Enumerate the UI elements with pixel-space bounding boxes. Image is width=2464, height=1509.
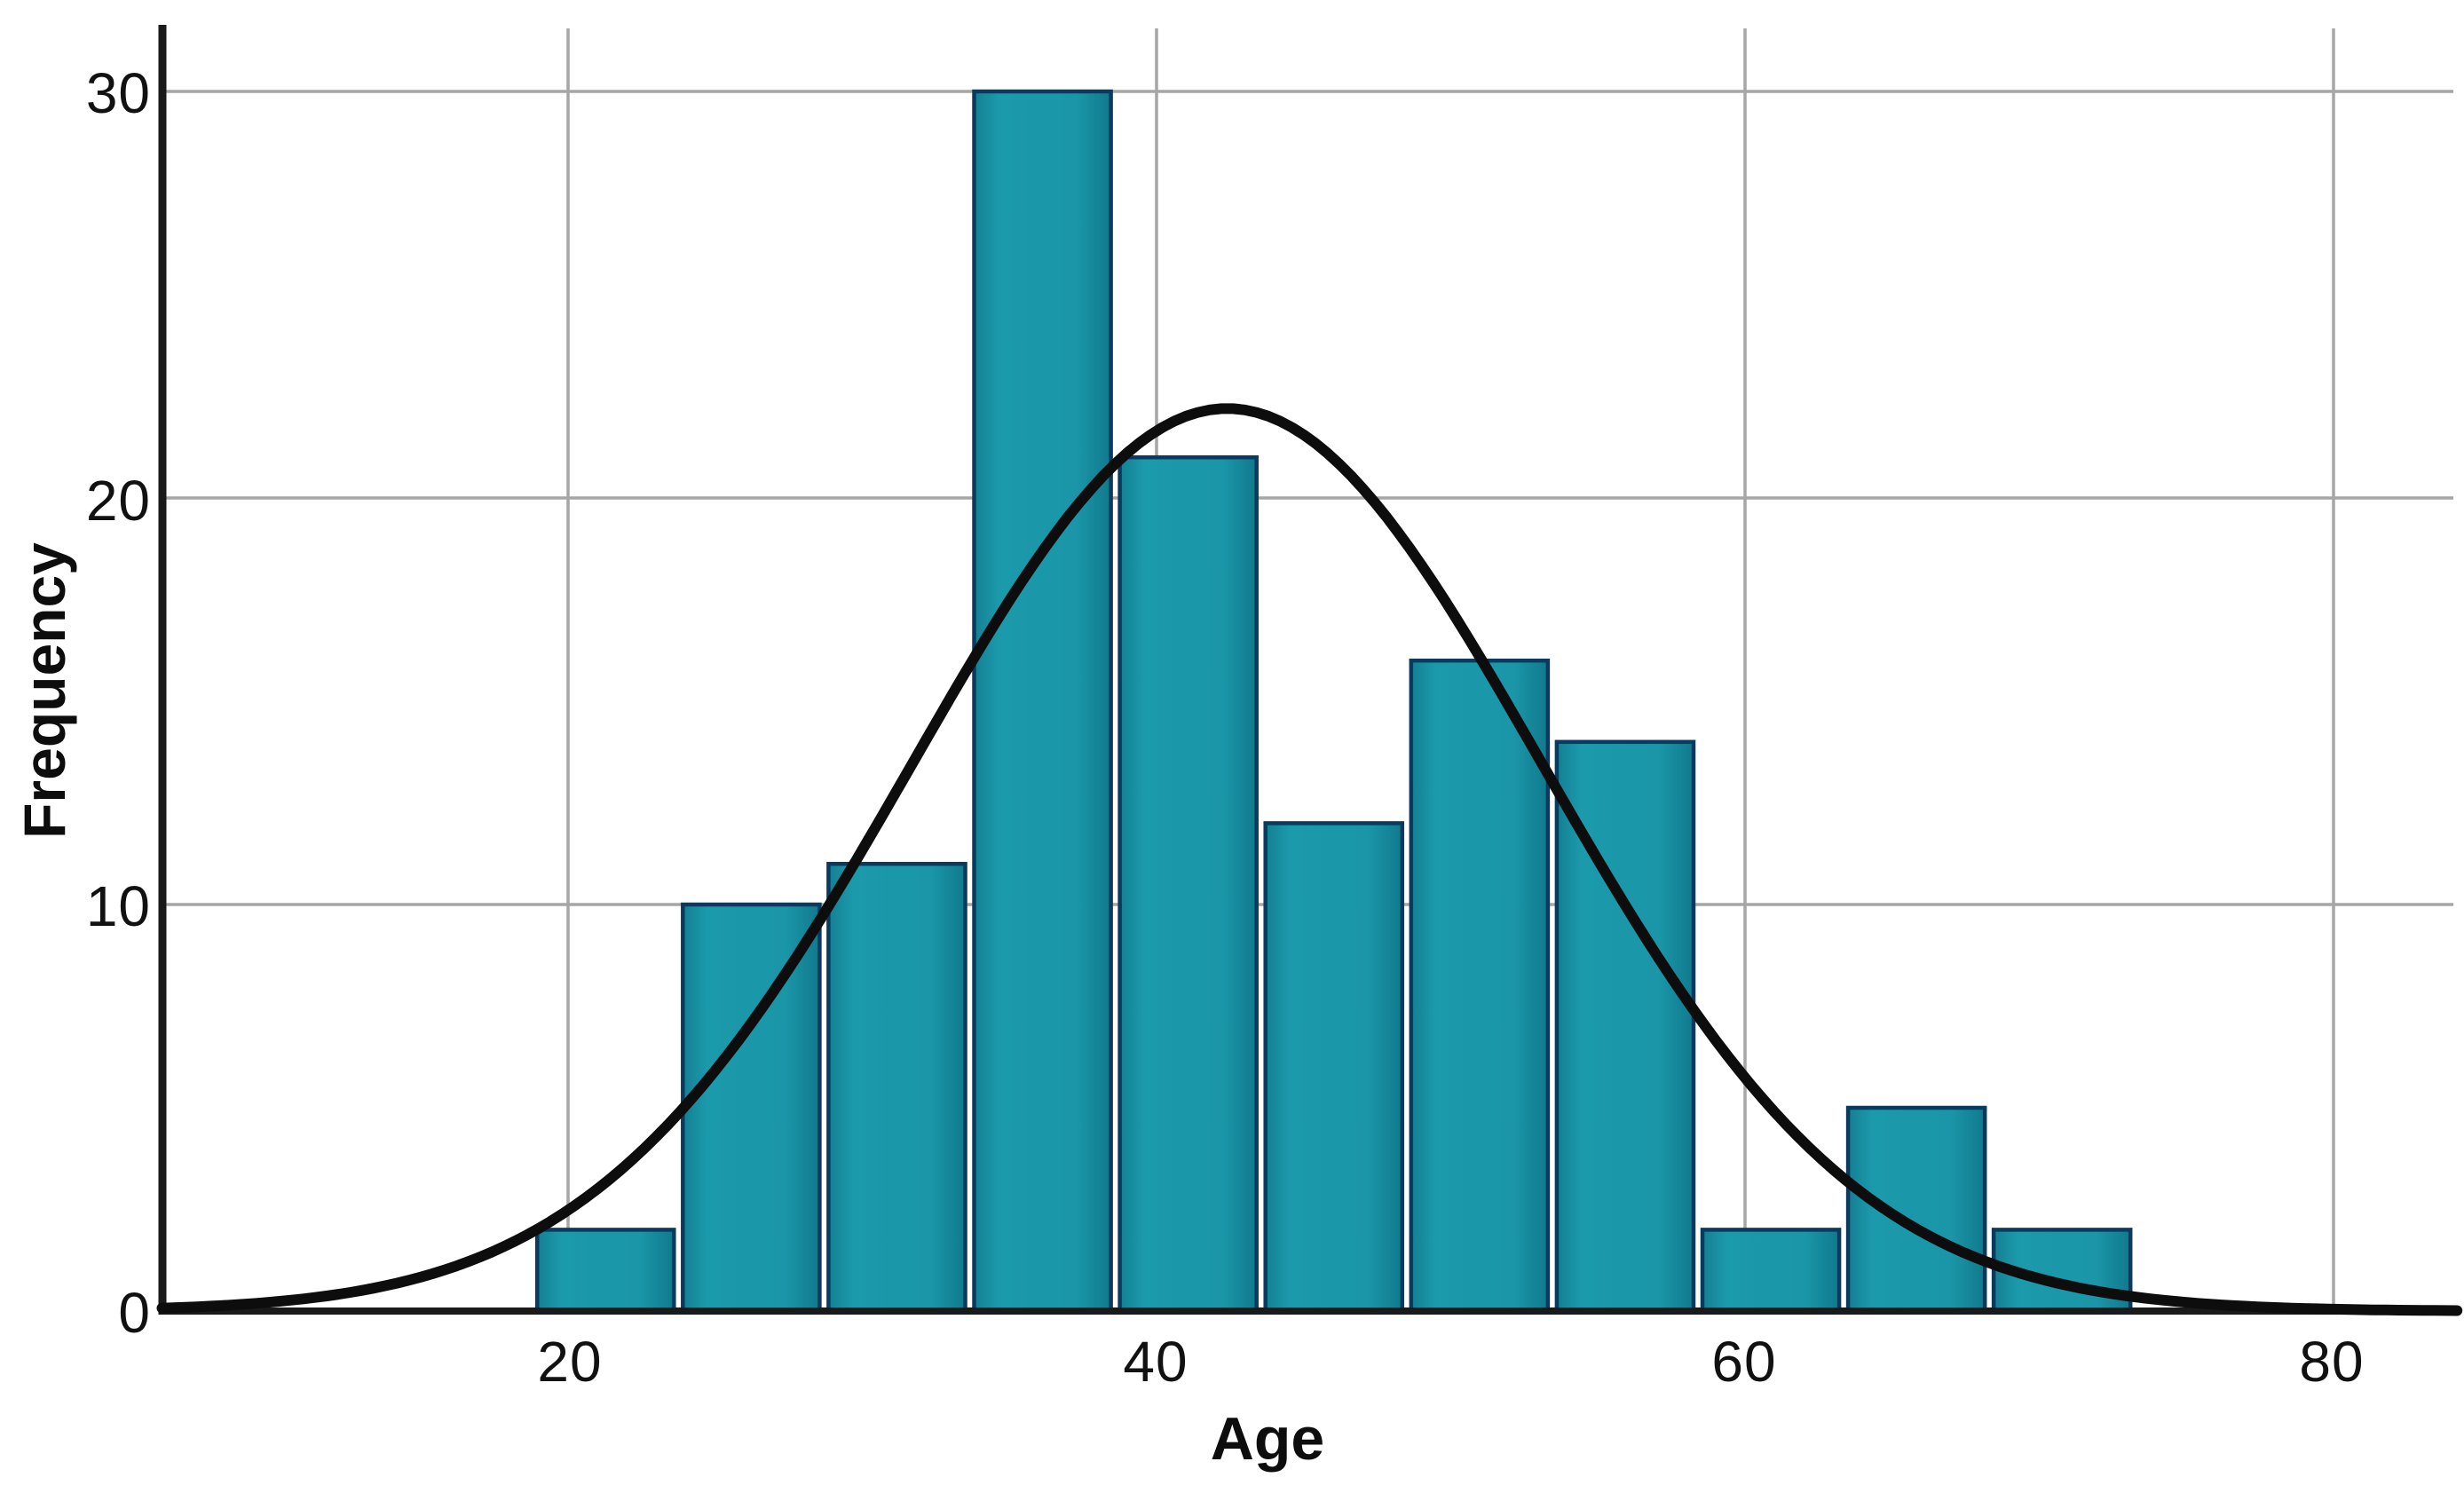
x-tick-label-80: 80	[2299, 1330, 2365, 1394]
histogram-bar	[826, 861, 967, 1314]
x-tick-label-20: 20	[537, 1330, 603, 1394]
y-tick-label-0: 0	[118, 1281, 151, 1345]
x-axis-title: Age	[1210, 1405, 1325, 1473]
y-tick-label-10: 10	[85, 874, 151, 938]
histogram-bar	[534, 1228, 676, 1314]
histogram-bar	[1117, 454, 1259, 1314]
y-tick-label-30: 30	[85, 61, 151, 125]
x-tick-label-60: 60	[1711, 1330, 1777, 1394]
normal-curve	[156, 403, 2463, 1316]
y-tick-label-20: 20	[85, 469, 151, 533]
x-tick-label-40: 40	[1123, 1330, 1189, 1394]
histogram-bar	[1700, 1228, 1842, 1314]
histogram-bar	[972, 89, 1113, 1314]
histogram-bar	[1263, 821, 1405, 1314]
histogram-bar	[681, 902, 822, 1314]
histogram-bar	[1845, 1105, 1987, 1314]
y-axis-title: Frequency	[12, 542, 77, 839]
histogram-bar	[1409, 658, 1551, 1314]
